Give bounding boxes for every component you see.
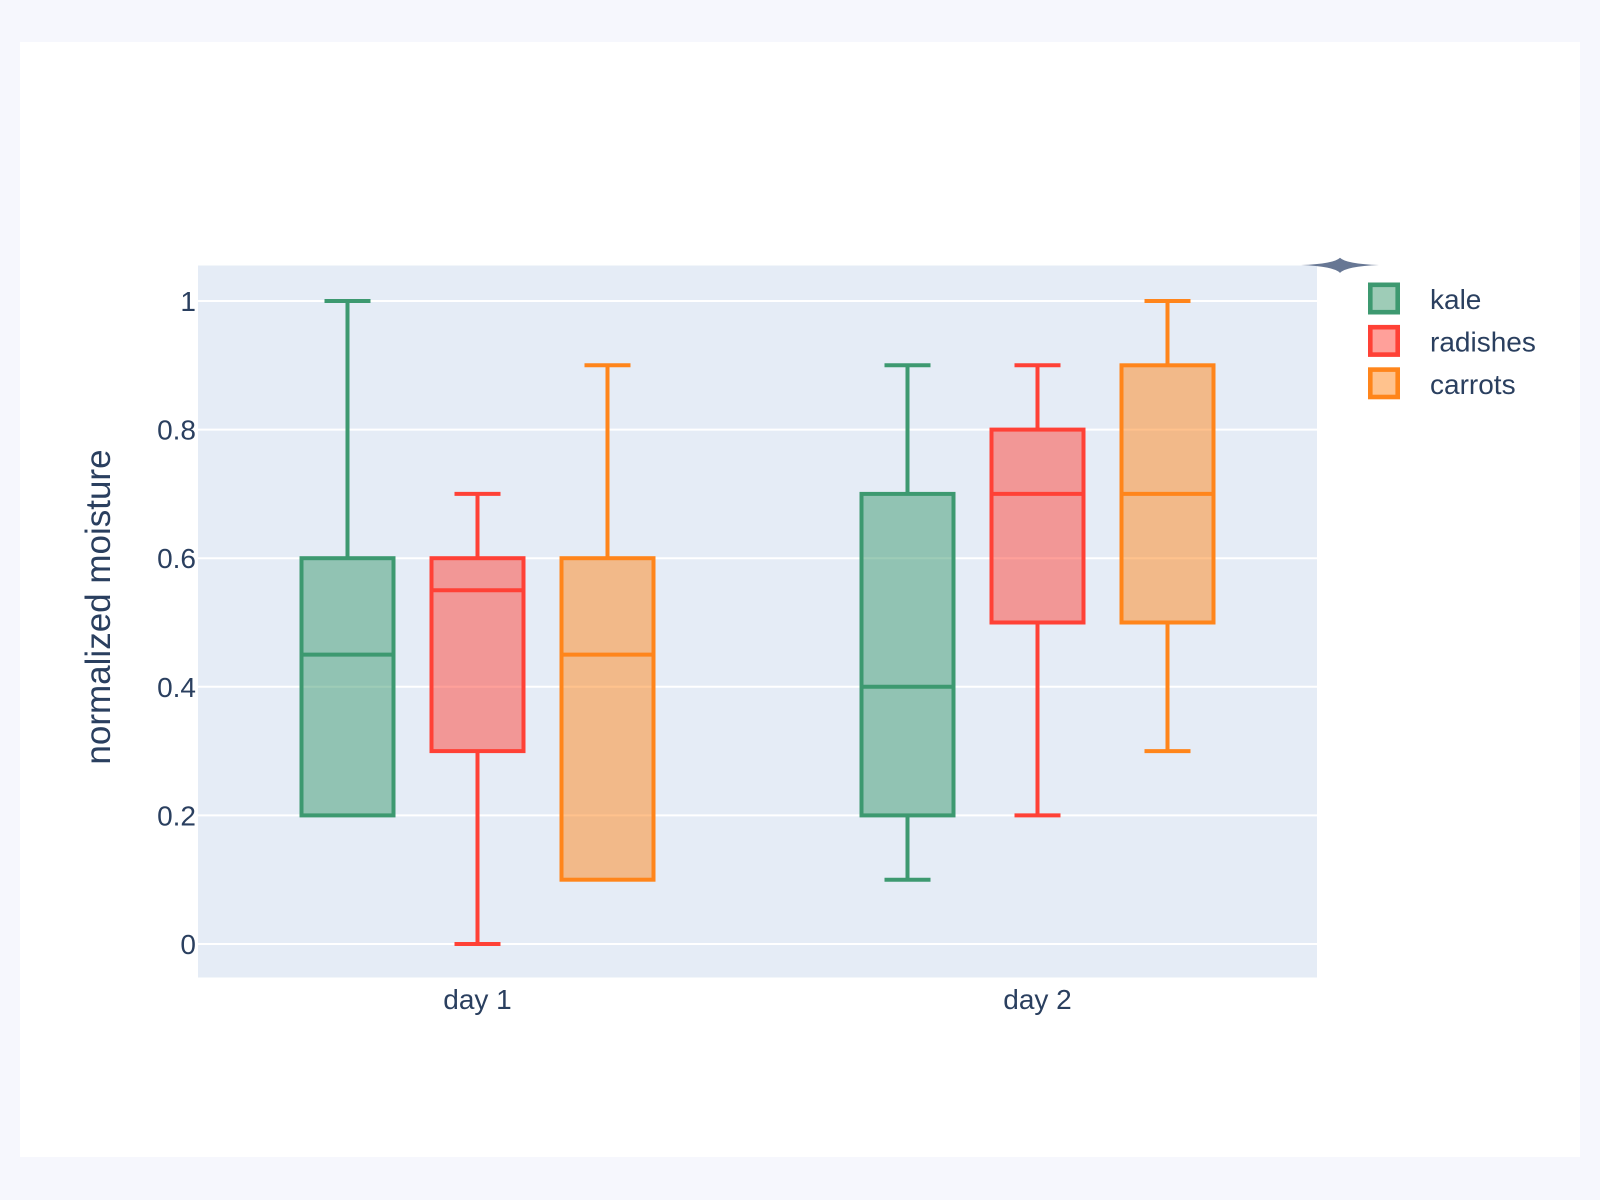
svg-text:normalized moisture: normalized moisture — [79, 449, 118, 764]
svg-text:kale: kale — [1430, 284, 1481, 315]
svg-text:0.2: 0.2 — [157, 800, 196, 831]
svg-text:day 2: day 2 — [1003, 984, 1072, 1015]
svg-text:0.8: 0.8 — [157, 415, 196, 446]
svg-text:day 1: day 1 — [443, 984, 512, 1015]
svg-text:0: 0 — [180, 929, 196, 960]
svg-text:radishes: radishes — [1430, 327, 1536, 358]
svg-text:0.4: 0.4 — [157, 672, 196, 703]
svg-text:carrots: carrots — [1430, 369, 1516, 400]
svg-text:1: 1 — [180, 286, 196, 317]
svg-text:0.6: 0.6 — [157, 543, 196, 574]
